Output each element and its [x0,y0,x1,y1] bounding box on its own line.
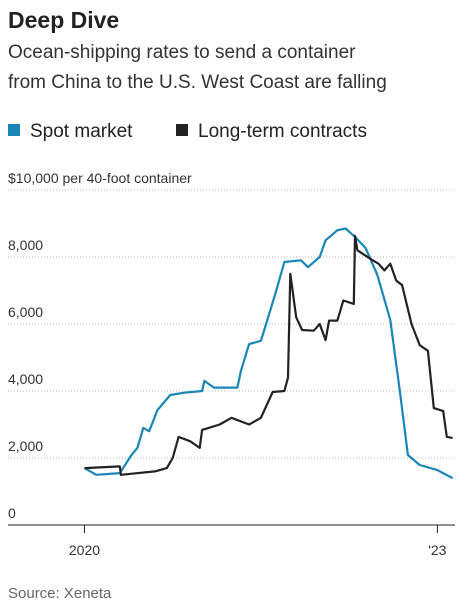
y-tick-label: 4,000 [8,371,43,387]
legend-label: Long-term contracts [198,121,367,142]
chart-subtitle: Ocean-shipping rates to send a container [8,42,356,63]
x-tick-label: 2020 [69,542,100,558]
y-tick-label: 8,000 [8,237,43,253]
y-tick-label: 6,000 [8,304,43,320]
series-line [84,234,453,476]
legend-swatch [8,124,20,136]
y-tick-label: $10,000 per 40-foot container [8,170,192,186]
x-tick-label: '23 [428,542,446,558]
legend-label: Spot market [30,121,133,142]
y-tick-label: 0 [8,505,16,521]
chart-title: Deep Dive [8,7,119,33]
source: Source: Xeneta [8,585,112,602]
series-line [83,227,454,480]
chart-subtitle: from China to the U.S. West Coast are fa… [8,72,387,93]
legend-swatch [176,124,188,136]
y-tick-label: 2,000 [8,438,43,454]
